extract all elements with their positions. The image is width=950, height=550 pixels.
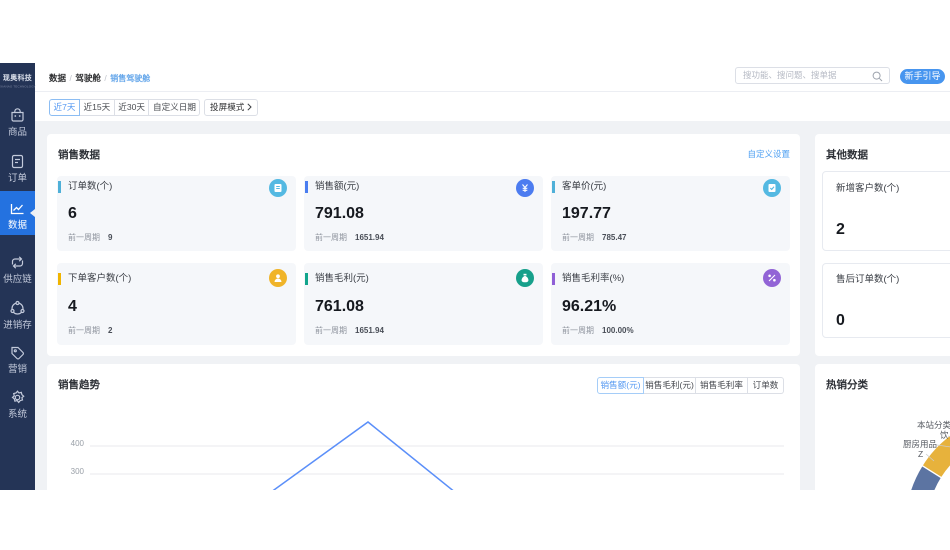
svg-text:300: 300 bbox=[71, 467, 85, 476]
svg-text:400: 400 bbox=[71, 439, 85, 448]
svg-text:本站分类数: 本站分类数 bbox=[917, 420, 950, 430]
svg-text:厨房用品: 厨房用品 bbox=[903, 439, 937, 449]
svg-text:Z: Z bbox=[918, 449, 923, 459]
svg-text:饮: 饮 bbox=[940, 430, 949, 440]
